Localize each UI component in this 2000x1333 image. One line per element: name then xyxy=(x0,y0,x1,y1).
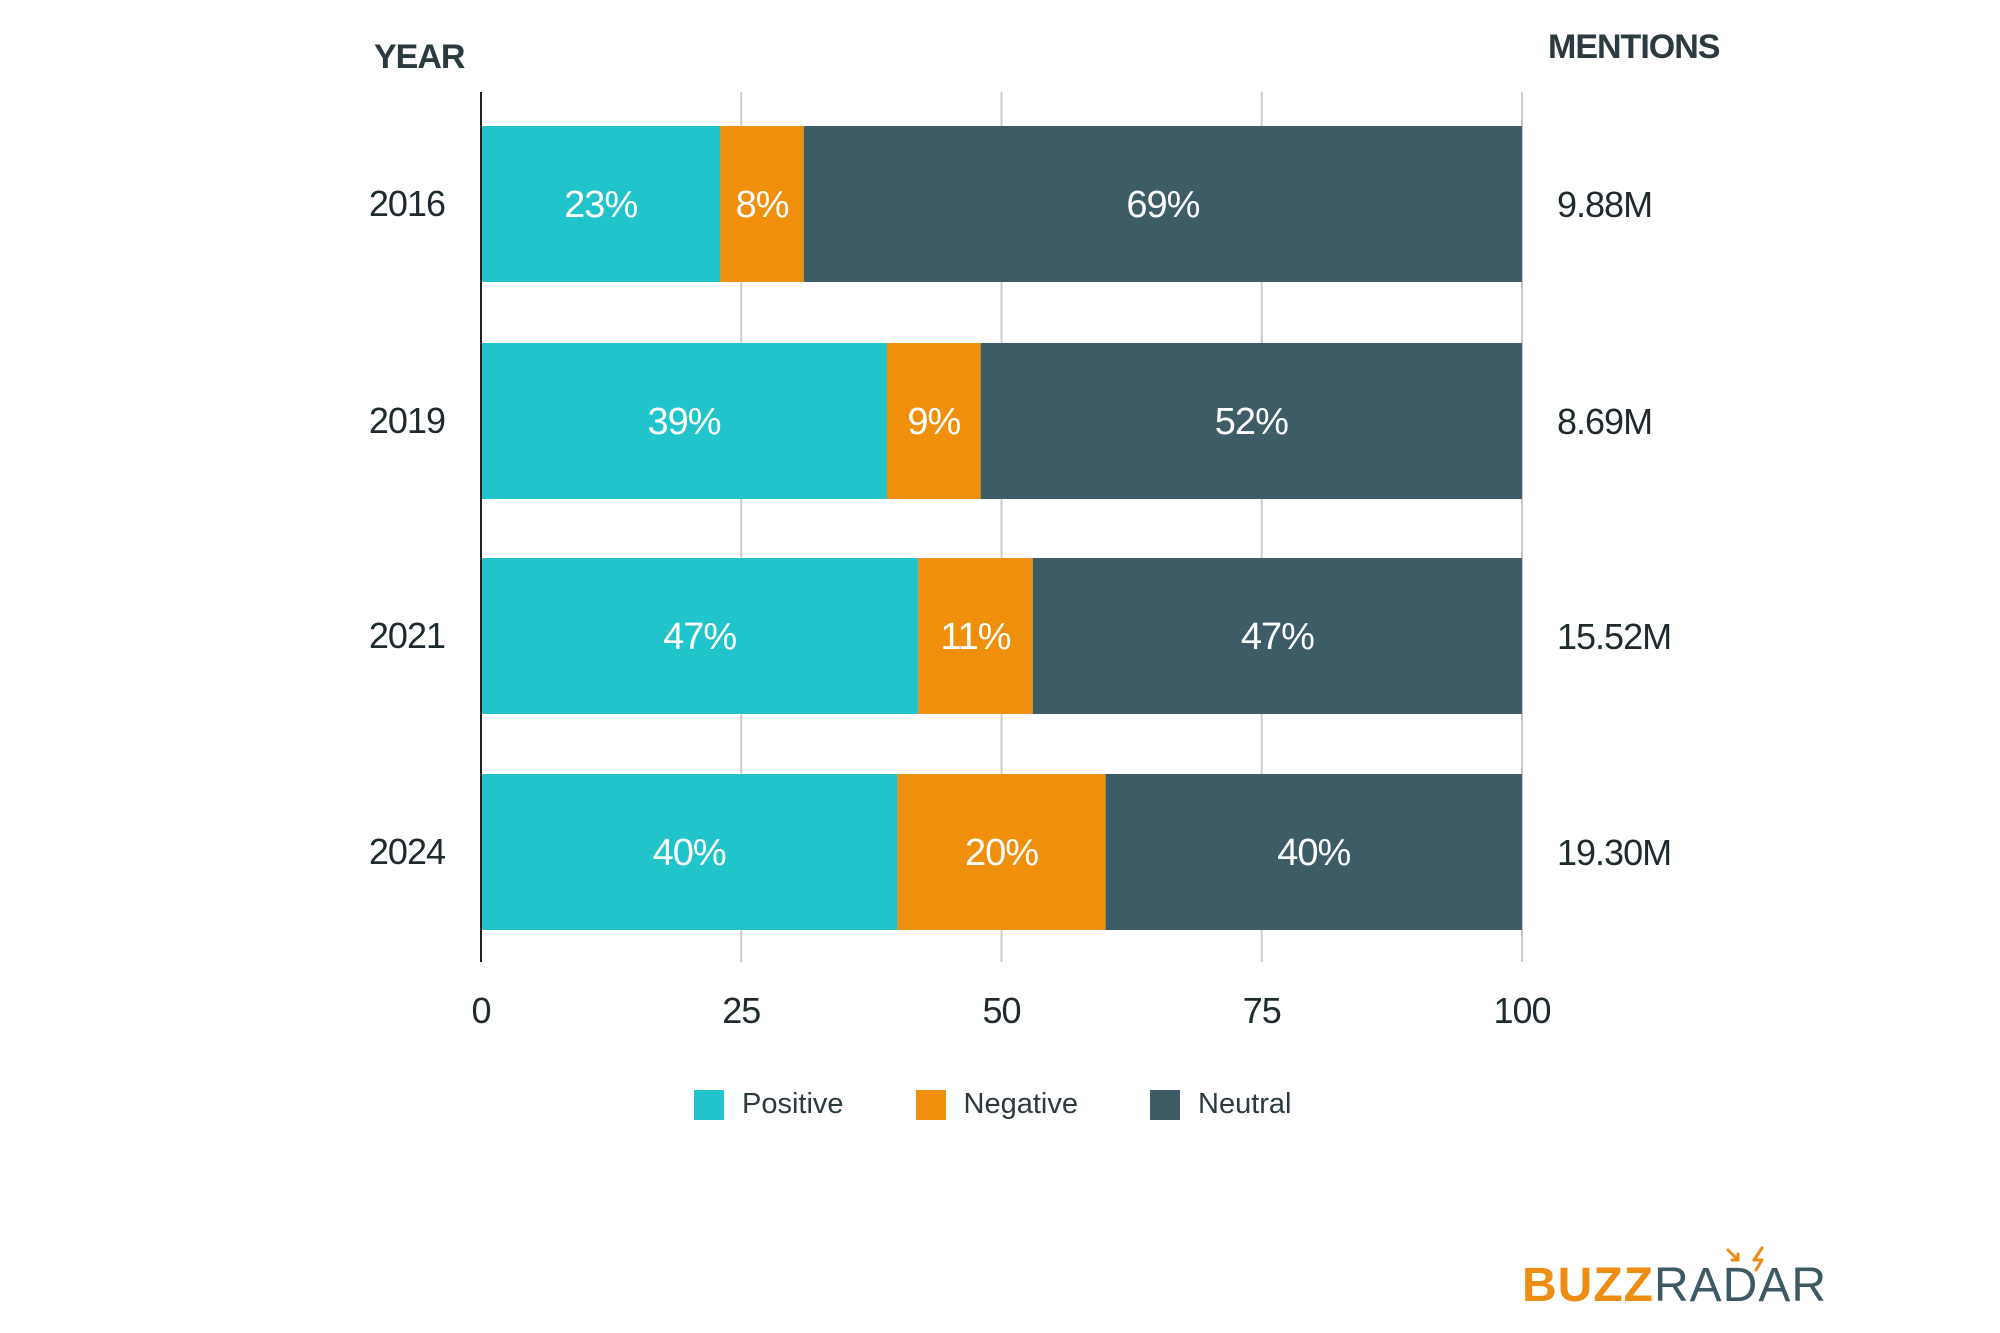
data-label-positive-2016: 23% xyxy=(564,184,637,226)
bar-positive-2024 xyxy=(481,774,898,930)
data-label-positive-2019: 39% xyxy=(647,401,720,443)
bar-positive-2021 xyxy=(481,558,919,714)
bar-neutral-2024 xyxy=(1105,774,1522,930)
brand-logo: BUZZRADAR xyxy=(1522,1262,1827,1310)
year-label-2019: 2019 xyxy=(369,400,445,441)
x-tick-label-50: 50 xyxy=(982,990,1020,1031)
data-label-positive-2021: 47% xyxy=(663,616,736,658)
year-label-2024: 2024 xyxy=(369,831,445,872)
mentions-header: MENTIONS xyxy=(1548,28,1720,66)
legend-swatch-neutral xyxy=(1150,1089,1181,1120)
brand-logo-radar: RADAR xyxy=(1653,1259,1827,1312)
bars xyxy=(481,126,1522,930)
bar-positive-2019 xyxy=(481,343,887,499)
bar-negative-2024 xyxy=(897,774,1106,930)
x-tick-label-25: 25 xyxy=(722,990,760,1031)
year-label-2016: 2016 xyxy=(369,183,445,224)
brand-logo-buzz: BUZZ xyxy=(1522,1259,1654,1312)
bar-negative-2016 xyxy=(720,126,804,282)
legend-label-positive: Positive xyxy=(742,1088,844,1120)
legend-label-neutral: Neutral xyxy=(1198,1088,1292,1120)
bar-neutral-2019 xyxy=(980,343,1522,499)
bar-neutral-2016 xyxy=(803,126,1522,282)
data-label-negative-2021: 11% xyxy=(940,616,1010,658)
legend-swatch-positive xyxy=(694,1089,724,1120)
bar-negative-2019 xyxy=(886,343,981,499)
data-label-negative-2016: 8% xyxy=(736,184,789,226)
x-tick-label-100: 100 xyxy=(1493,990,1550,1031)
legend-item-negative: Negative xyxy=(915,1088,1079,1121)
data-label-neutral-2024: 40% xyxy=(1277,832,1350,874)
legend-item-positive: Positive xyxy=(694,1088,844,1121)
mentions-value-2019: 8.69M xyxy=(1557,401,1652,442)
legend-item-neutral: Neutral xyxy=(1150,1088,1292,1121)
mentions-value-2016: 9.88M xyxy=(1557,184,1652,225)
mentions-value-2021: 15.52M xyxy=(1557,616,1671,657)
data-label-positive-2024: 40% xyxy=(653,832,726,874)
data-label-negative-2019: 9% xyxy=(907,401,960,443)
year-header: YEAR xyxy=(374,38,465,76)
data-label-neutral-2019: 52% xyxy=(1215,401,1288,443)
bar-positive-2016 xyxy=(481,126,721,282)
year-label-2021: 2021 xyxy=(369,615,445,656)
labels: 0 25 50 75 100 23% 8% 69% 2016 9.88M 39% 9% 52% 2019 8… xyxy=(369,183,1672,1031)
mentions-value-2024: 19.30M xyxy=(1557,832,1671,873)
bar-negative-2021 xyxy=(918,558,1033,714)
data-label-negative-2024: 20% xyxy=(965,832,1038,874)
legend-label-negative: Negative xyxy=(963,1088,1079,1120)
data-label-neutral-2021: 47% xyxy=(1241,616,1314,658)
x-tick-label-0: 0 xyxy=(471,990,490,1031)
legend-swatch-negative xyxy=(915,1089,946,1120)
x-tick-label-75: 75 xyxy=(1243,990,1281,1031)
bar-neutral-2021 xyxy=(1032,558,1522,714)
brand-spark-icon xyxy=(1726,1246,1764,1272)
data-label-neutral-2016: 69% xyxy=(1126,184,1199,226)
legend: Positive Negative Neutral xyxy=(694,1088,1364,1121)
